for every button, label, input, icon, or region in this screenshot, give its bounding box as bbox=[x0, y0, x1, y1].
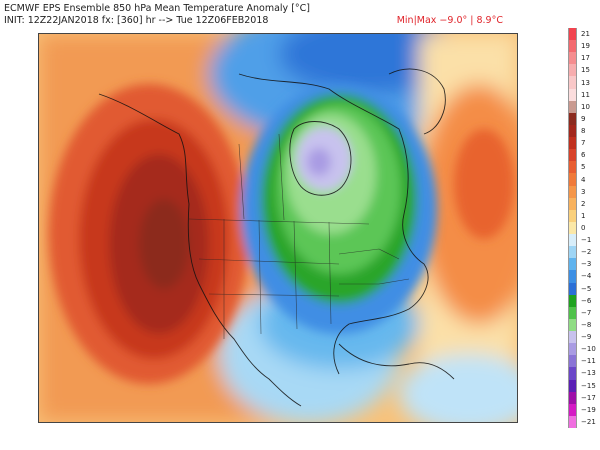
colorbar-tick-label: 8 bbox=[581, 127, 586, 136]
colorbar-tick-label: −9 bbox=[581, 333, 592, 342]
colorbar-tick-label: 4 bbox=[581, 175, 586, 184]
colorbar-swatch bbox=[568, 343, 577, 356]
colorbar-tick-label: −11 bbox=[581, 357, 596, 366]
colorbar-swatch bbox=[568, 149, 577, 162]
colorbar-swatch bbox=[568, 246, 577, 259]
colorbar-swatch bbox=[568, 197, 577, 211]
colorbar-tick-label: −15 bbox=[581, 381, 596, 390]
coastline bbox=[98, 68, 455, 407]
colorbar-tick-label: 13 bbox=[581, 78, 590, 87]
colorbar-tick-label: −21 bbox=[581, 417, 596, 426]
colorbar-swatch bbox=[568, 355, 577, 368]
colorbar-swatch bbox=[568, 88, 577, 102]
colorbar-swatch bbox=[568, 221, 577, 235]
anomaly-map bbox=[38, 33, 518, 423]
colorbar-swatch bbox=[568, 306, 577, 320]
colorbar-swatch bbox=[568, 331, 577, 344]
colorbar-tick-label: −6 bbox=[581, 296, 592, 305]
colorbar-tick-label: 2 bbox=[581, 199, 586, 208]
colorbar-tick-label: −7 bbox=[581, 308, 592, 317]
colorbar-swatch bbox=[568, 234, 577, 247]
colorbar-tick-label: −1 bbox=[581, 236, 592, 245]
colorbar-tick-label: 5 bbox=[581, 163, 586, 172]
colorbar-swatch bbox=[568, 379, 577, 393]
colorbar-tick-label: −3 bbox=[581, 260, 592, 269]
colorbar-swatch bbox=[568, 112, 577, 126]
colorbar-swatch bbox=[568, 137, 577, 150]
chart-title: ECMWF EPS Ensemble 850 hPa Mean Temperat… bbox=[4, 3, 310, 14]
colorbar-tick-label: −17 bbox=[581, 393, 596, 402]
colorbar-swatch bbox=[568, 124, 577, 138]
colorbar-swatch bbox=[568, 40, 577, 53]
colorbar-swatch bbox=[568, 282, 577, 296]
colorbar-tick-label: 21 bbox=[581, 30, 590, 39]
colorbar-tick-label: −10 bbox=[581, 345, 596, 354]
colorbar-tick-label: −4 bbox=[581, 272, 592, 281]
colorbar-swatch bbox=[568, 391, 577, 405]
colorbar-tick-label: 17 bbox=[581, 54, 590, 63]
colorbar-swatch bbox=[568, 415, 577, 429]
colorbar-swatch bbox=[568, 185, 577, 199]
colorbar-swatch bbox=[568, 64, 577, 77]
colorbar-tick-label: −2 bbox=[581, 248, 592, 257]
colorbar-tick-label: 10 bbox=[581, 102, 590, 111]
political-borders bbox=[188, 133, 410, 339]
colorbar-tick-label: 3 bbox=[581, 187, 586, 196]
colorbar-swatch bbox=[568, 76, 577, 90]
colorbar bbox=[568, 28, 577, 429]
colorbar-tick-label: 15 bbox=[581, 66, 590, 75]
colorbar-tick-label: 19 bbox=[581, 42, 590, 51]
colorbar-tick-label: −8 bbox=[581, 320, 592, 329]
colorbar-tick-label: −19 bbox=[581, 405, 596, 414]
colorbar-swatch bbox=[568, 258, 577, 271]
colorbar-tick-label: 9 bbox=[581, 114, 586, 123]
colorbar-swatch bbox=[568, 270, 577, 284]
colorbar-swatch bbox=[568, 403, 577, 417]
colorbar-tick-label: −5 bbox=[581, 284, 592, 293]
colorbar-tick-label: 11 bbox=[581, 90, 590, 99]
colorbar-swatch bbox=[568, 294, 577, 308]
colorbar-swatch bbox=[568, 367, 577, 380]
colorbar-swatch bbox=[568, 52, 577, 65]
colorbar-swatch bbox=[568, 28, 577, 41]
colorbar-swatch bbox=[568, 173, 577, 187]
anomaly-map-svg bbox=[39, 34, 517, 422]
colorbar-swatch bbox=[568, 209, 577, 223]
colorbar-swatch bbox=[568, 161, 577, 174]
colorbar-tick-label: −13 bbox=[581, 369, 596, 378]
colorbar-tick-label: 0 bbox=[581, 224, 586, 232]
colorbar-tick-label: 1 bbox=[581, 211, 586, 220]
min-max-readout: Min|Max −9.0° | 8.9°C bbox=[396, 15, 503, 26]
colorbar-swatch bbox=[568, 100, 577, 114]
colorbar-swatch bbox=[568, 318, 577, 332]
colorbar-tick-label: 6 bbox=[581, 151, 586, 160]
colorbar-tick-label: 7 bbox=[581, 139, 586, 148]
init-line: INIT: 12Z22JAN2018 fx: [360] hr --> Tue … bbox=[4, 15, 269, 26]
